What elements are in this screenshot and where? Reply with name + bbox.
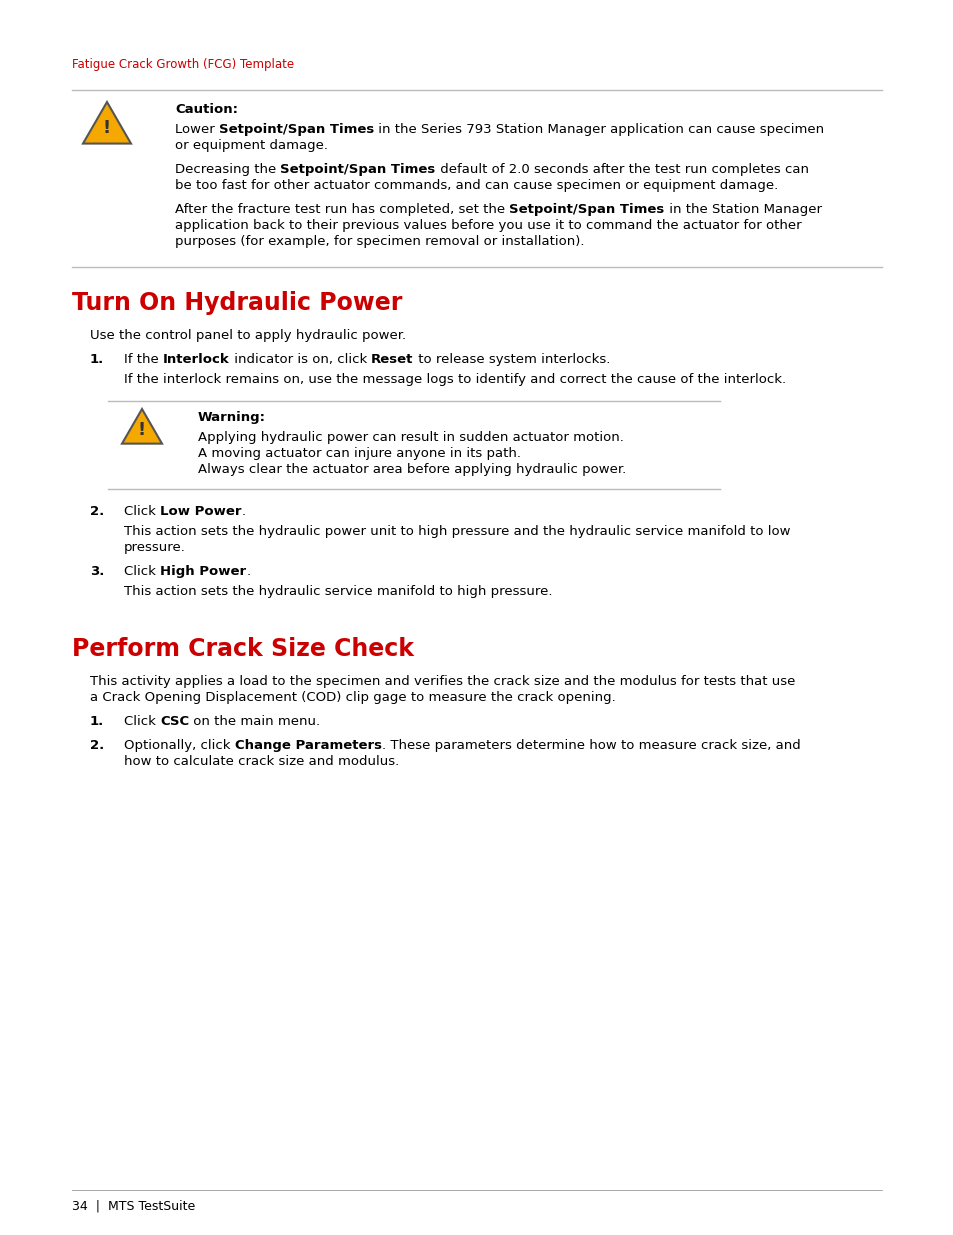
Text: Click: Click xyxy=(124,715,160,727)
Text: . These parameters determine how to measure crack size, and: . These parameters determine how to meas… xyxy=(381,739,800,752)
Text: Setpoint/Span Times: Setpoint/Span Times xyxy=(280,163,436,177)
Text: or equipment damage.: or equipment damage. xyxy=(174,140,328,152)
Text: .: . xyxy=(246,564,250,578)
Text: 1.: 1. xyxy=(90,715,104,727)
Text: 1.: 1. xyxy=(90,353,104,366)
Text: If the: If the xyxy=(124,353,163,366)
Text: how to calculate crack size and modulus.: how to calculate crack size and modulus. xyxy=(124,755,399,768)
Text: 3.: 3. xyxy=(90,564,104,578)
Text: Change Parameters: Change Parameters xyxy=(234,739,381,752)
Text: .: . xyxy=(241,505,246,517)
Text: This activity applies a load to the specimen and verifies the crack size and the: This activity applies a load to the spec… xyxy=(90,676,795,688)
Text: default of 2.0 seconds after the test run completes can: default of 2.0 seconds after the test ru… xyxy=(436,163,808,177)
Text: After the fracture test run has completed, set the: After the fracture test run has complete… xyxy=(174,203,509,216)
Text: Setpoint/Span Times: Setpoint/Span Times xyxy=(509,203,664,216)
Text: !: ! xyxy=(103,119,111,137)
Polygon shape xyxy=(122,409,162,443)
Text: Perform Crack Size Check: Perform Crack Size Check xyxy=(71,637,414,661)
Text: !: ! xyxy=(138,421,146,440)
Text: indicator is on, click: indicator is on, click xyxy=(230,353,371,366)
Text: Warning:: Warning: xyxy=(198,411,266,424)
Text: This action sets the hydraulic power unit to high pressure and the hydraulic ser: This action sets the hydraulic power uni… xyxy=(124,525,790,538)
Text: Reset: Reset xyxy=(371,353,414,366)
Text: Click: Click xyxy=(124,505,160,517)
Text: a Crack Opening Displacement (COD) clip gage to measure the crack opening.: a Crack Opening Displacement (COD) clip … xyxy=(90,692,615,704)
Text: Interlock: Interlock xyxy=(163,353,230,366)
Text: Applying hydraulic power can result in sudden actuator motion.: Applying hydraulic power can result in s… xyxy=(198,431,623,445)
Text: Always clear the actuator area before applying hydraulic power.: Always clear the actuator area before ap… xyxy=(198,463,625,475)
Text: 2.: 2. xyxy=(90,739,104,752)
Text: Setpoint/Span Times: Setpoint/Span Times xyxy=(219,124,374,136)
Text: Use the control panel to apply hydraulic power.: Use the control panel to apply hydraulic… xyxy=(90,329,406,342)
Polygon shape xyxy=(83,103,131,143)
Text: CSC: CSC xyxy=(160,715,189,727)
Text: be too fast for other actuator commands, and can cause specimen or equipment dam: be too fast for other actuator commands,… xyxy=(174,179,778,191)
Text: If the interlock remains on, use the message logs to identify and correct the ca: If the interlock remains on, use the mes… xyxy=(124,373,785,387)
Text: A moving actuator can injure anyone in its path.: A moving actuator can injure anyone in i… xyxy=(198,447,520,459)
Text: on the main menu.: on the main menu. xyxy=(189,715,320,727)
Text: Lower: Lower xyxy=(174,124,219,136)
Text: in the Station Manager: in the Station Manager xyxy=(664,203,821,216)
Text: This action sets the hydraulic service manifold to high pressure.: This action sets the hydraulic service m… xyxy=(124,585,552,598)
Text: to release system interlocks.: to release system interlocks. xyxy=(414,353,609,366)
Text: Optionally, click: Optionally, click xyxy=(124,739,234,752)
Text: purposes (for example, for specimen removal or installation).: purposes (for example, for specimen remo… xyxy=(174,235,584,248)
Text: Click: Click xyxy=(124,564,160,578)
Text: Low Power: Low Power xyxy=(160,505,241,517)
Text: Fatigue Crack Growth (FCG) Template: Fatigue Crack Growth (FCG) Template xyxy=(71,58,294,70)
Text: Turn On Hydraulic Power: Turn On Hydraulic Power xyxy=(71,291,402,315)
Text: High Power: High Power xyxy=(160,564,246,578)
Text: Decreasing the: Decreasing the xyxy=(174,163,280,177)
Text: pressure.: pressure. xyxy=(124,541,186,555)
Text: 2.: 2. xyxy=(90,505,104,517)
Text: Caution:: Caution: xyxy=(174,103,237,116)
Text: application back to their previous values before you use it to command the actua: application back to their previous value… xyxy=(174,219,801,232)
Text: 34  |  MTS TestSuite: 34 | MTS TestSuite xyxy=(71,1200,195,1213)
Text: in the Series 793 Station Manager application can cause specimen: in the Series 793 Station Manager applic… xyxy=(374,124,823,136)
